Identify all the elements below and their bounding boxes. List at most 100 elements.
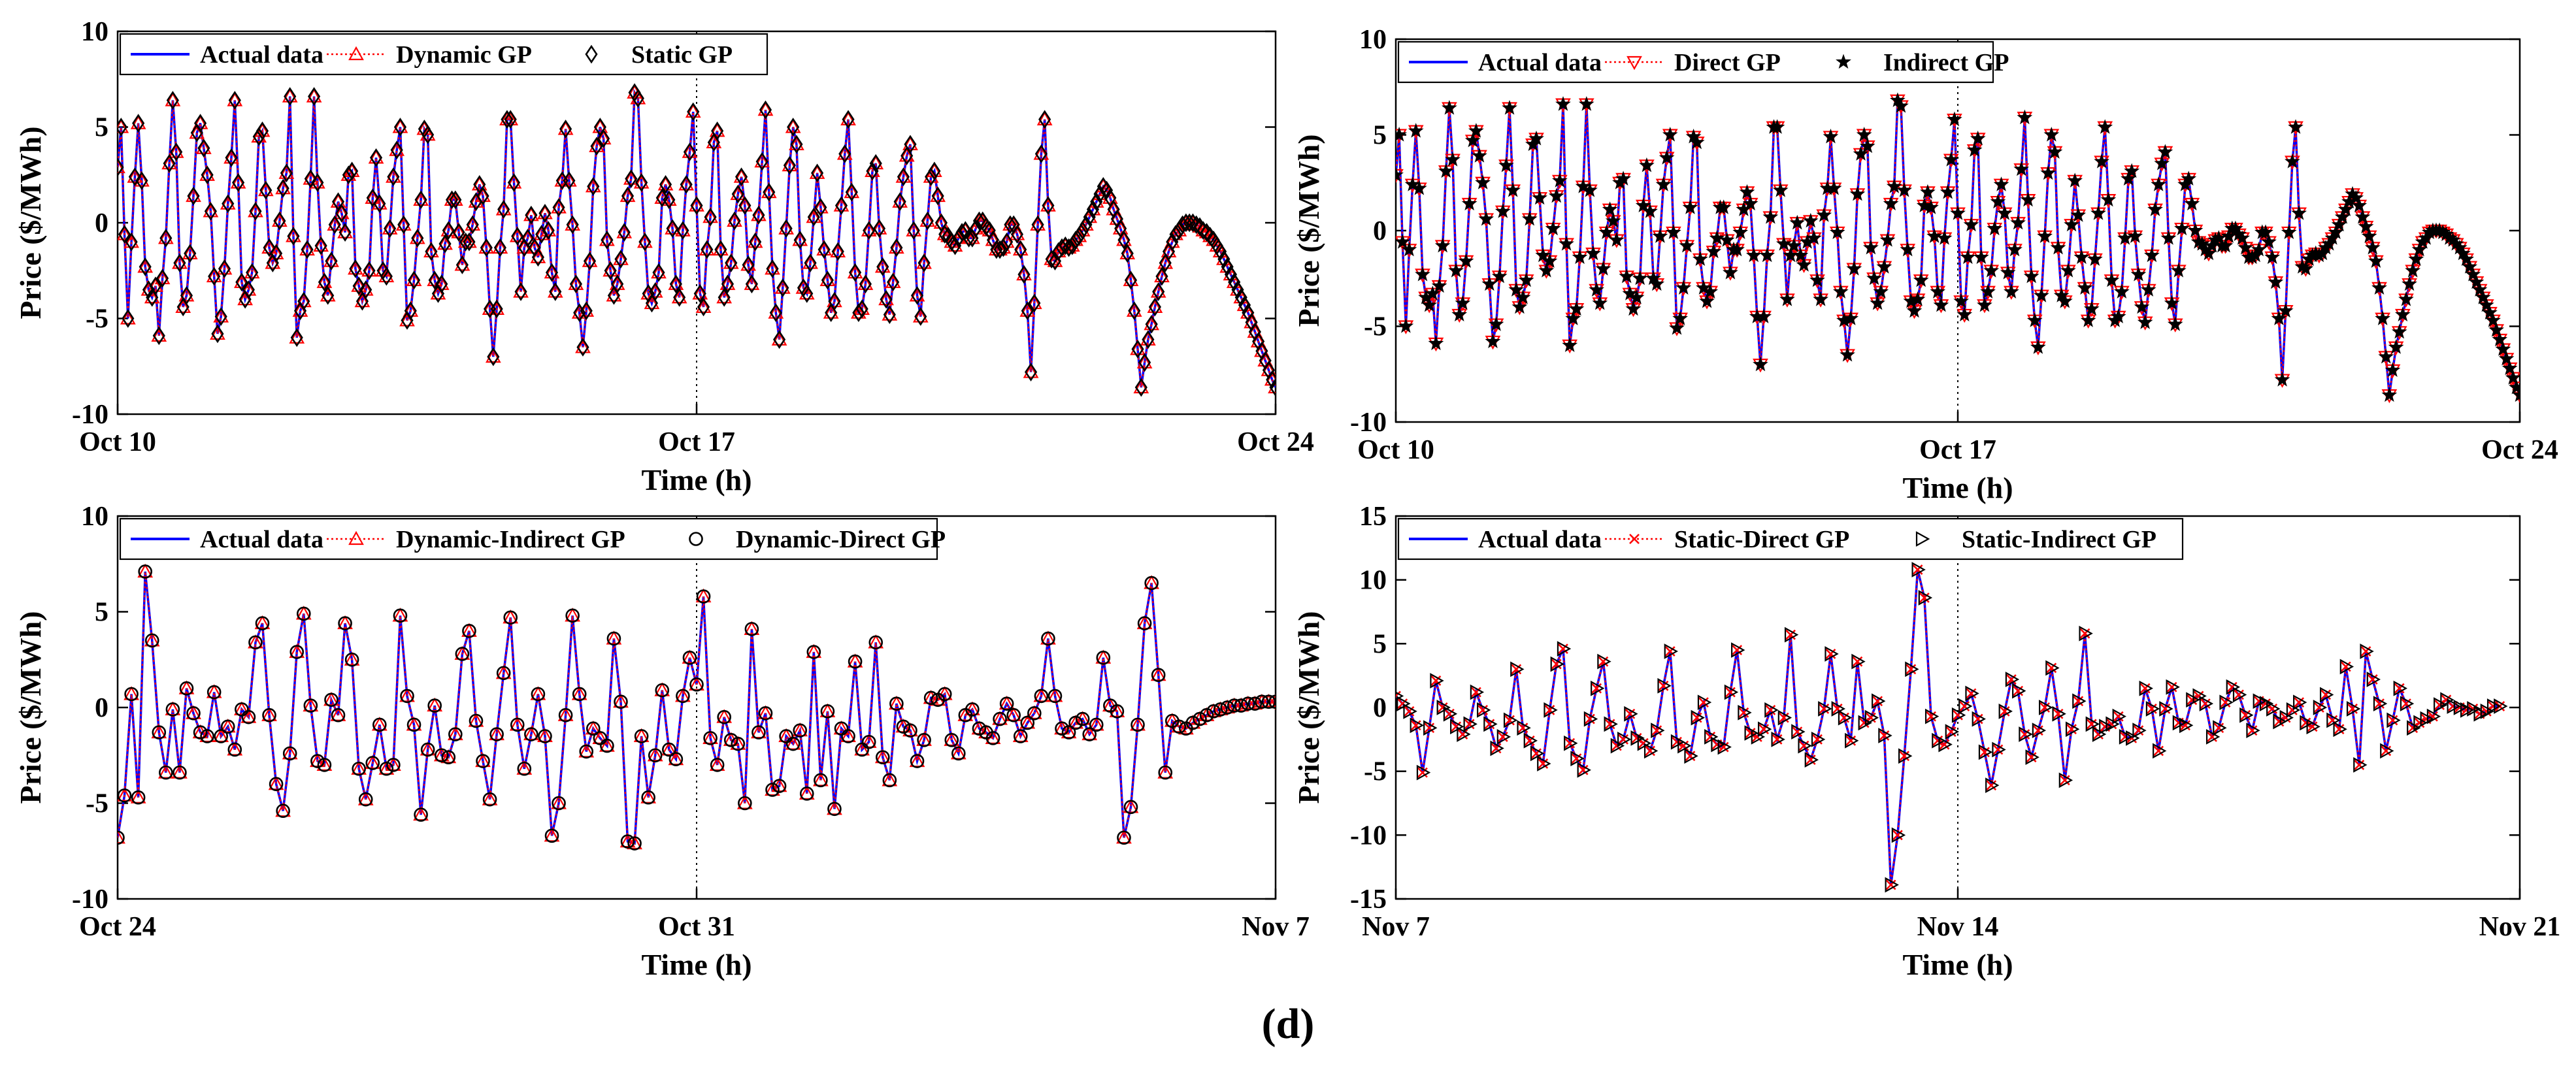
data-point-marker (2153, 745, 2164, 756)
data-point-marker (655, 188, 669, 208)
data-point-marker (1918, 590, 1933, 606)
data-point-marker (373, 194, 386, 214)
data-point-marker (2139, 680, 2153, 696)
data-point-marker (1912, 564, 1923, 575)
data-point-marker (1238, 295, 1251, 315)
data-point-marker (175, 299, 191, 314)
data-point-marker (156, 268, 169, 288)
data-point-marker (769, 303, 782, 323)
plot-content (118, 563, 1276, 851)
data-point-marker (1926, 228, 1942, 243)
data-point-marker (814, 773, 828, 788)
data-point-marker (1045, 250, 1058, 269)
data-point-marker (1116, 232, 1132, 246)
data-point-marker (2509, 379, 2520, 395)
data-point-marker (887, 272, 900, 292)
data-point-marker (925, 167, 938, 187)
data-point-marker (1415, 266, 1430, 282)
data-point-marker (1464, 719, 1475, 730)
data-point-marker (276, 178, 289, 198)
x-tick-label: Oct 10 (1357, 435, 1434, 465)
data-point-marker (2393, 680, 2407, 696)
data-point-marker (1131, 340, 1144, 359)
data-point-marker (1511, 299, 1528, 314)
data-point-marker (1548, 187, 1564, 203)
data-point-marker (2353, 757, 2368, 773)
data-point-marker (551, 795, 567, 809)
data-point-marker (1719, 232, 1735, 247)
data-point-marker (1041, 631, 1055, 646)
data-point-marker (1423, 720, 1438, 736)
data-point-marker (1924, 708, 1940, 724)
data-point-marker (582, 253, 598, 267)
data-point-marker (282, 745, 298, 760)
data-point-marker (1987, 220, 2003, 236)
data-point-marker (1792, 247, 1809, 263)
data-point-marker (1970, 130, 1986, 146)
data-point-marker (2407, 723, 2419, 734)
data-point-marker (930, 187, 946, 203)
y-tick-label: 0 (95, 208, 108, 238)
data-point-marker (909, 287, 925, 302)
data-point-marker (806, 208, 822, 223)
data-point-marker (1643, 743, 1659, 759)
data-point-marker (445, 190, 459, 210)
data-point-marker (2354, 209, 2371, 224)
data-point-marker (2328, 224, 2344, 240)
data-point-marker (685, 103, 701, 118)
data-point-marker (352, 276, 365, 296)
data-point-marker (1193, 711, 1207, 726)
data-point-marker (2340, 661, 2351, 672)
data-point-marker (1852, 656, 1863, 667)
data-point-marker (552, 198, 565, 217)
data-point-marker (135, 171, 148, 190)
data-point-marker (600, 738, 614, 753)
data-point-marker (1047, 688, 1063, 702)
data-point-marker (469, 713, 484, 728)
data-point-marker (841, 729, 855, 743)
data-point-marker (866, 161, 879, 181)
data-point-marker (838, 144, 851, 163)
data-point-marker (1804, 752, 1819, 768)
data-point-marker (254, 615, 271, 630)
plot-area (116, 515, 1277, 900)
data-point-marker (218, 259, 231, 278)
data-point-marker (2121, 171, 2136, 186)
data-point-marker (1537, 756, 1551, 772)
data-point-marker (917, 253, 931, 272)
data-point-marker (455, 647, 470, 661)
data-point-marker (731, 736, 746, 751)
data-point-marker (493, 238, 506, 257)
data-point-marker (1729, 241, 1745, 257)
data-point-marker (2398, 291, 2414, 306)
data-point-marker (132, 114, 145, 133)
data-point-marker (1472, 148, 1487, 163)
data-point-marker (2234, 230, 2251, 245)
data-point-marker (661, 741, 677, 756)
data-point-marker (1745, 728, 1756, 738)
data-point-marker (683, 142, 697, 161)
data-point-marker (1416, 764, 1431, 781)
data-point-marker (1227, 698, 1242, 713)
data-point-marker (455, 255, 469, 274)
data-point-marker (157, 230, 174, 244)
data-point-marker (2174, 220, 2190, 236)
data-point-marker (476, 186, 489, 206)
data-point-marker (510, 717, 525, 732)
data-point-marker (509, 228, 525, 242)
data-point-marker (241, 709, 256, 724)
data-point-marker (557, 121, 574, 135)
data-point-marker (950, 745, 966, 760)
data-point-marker (682, 649, 698, 664)
data-point-marker (889, 239, 904, 254)
data-point-marker (2213, 720, 2227, 736)
data-point-marker (890, 238, 903, 257)
data-point-marker (1657, 677, 1672, 694)
data-point-marker (687, 102, 700, 122)
data-point-marker (118, 119, 129, 133)
data-point-marker (579, 744, 594, 759)
data-point-marker (1551, 658, 1562, 670)
data-point-marker (2374, 698, 2385, 709)
data-point-marker (744, 622, 759, 636)
data-point-marker (232, 173, 245, 192)
